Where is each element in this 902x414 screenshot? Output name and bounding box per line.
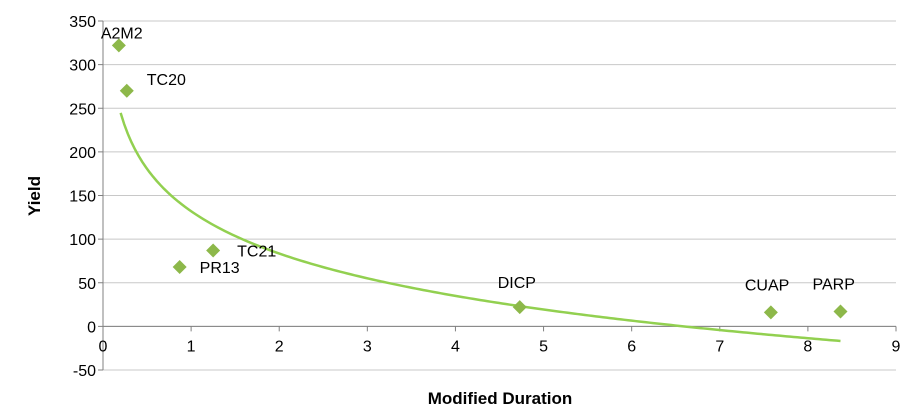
data-point-cuap xyxy=(763,305,778,320)
x-tick-label: 0 xyxy=(99,338,108,355)
point-label-cuap: CUAP xyxy=(745,277,789,294)
x-tick-label: 1 xyxy=(187,338,196,355)
data-point-tc20 xyxy=(119,83,134,98)
x-axis-title: Modified Duration xyxy=(428,389,572,408)
y-tick-label: 200 xyxy=(69,145,96,162)
x-tick-label: 6 xyxy=(627,338,636,355)
y-tick-label: -50 xyxy=(73,363,96,380)
trendline xyxy=(119,112,841,343)
y-tick-label: 300 xyxy=(69,58,96,75)
point-label-pr13: PR13 xyxy=(200,260,240,277)
data-point-dicp xyxy=(512,300,527,315)
x-tick-label: 5 xyxy=(539,338,548,355)
x-tick-label: 9 xyxy=(892,338,901,355)
data-points xyxy=(111,38,848,320)
data-point-a2m2 xyxy=(111,38,126,53)
trendline-layer xyxy=(119,112,841,343)
y-tick-label: 250 xyxy=(69,101,96,118)
x-tick-label: 2 xyxy=(275,338,284,355)
y-tick-label: 350 xyxy=(69,14,96,31)
y-tick-label: 0 xyxy=(87,319,96,336)
y-tick-label: 150 xyxy=(69,189,96,206)
x-tick-label: 3 xyxy=(363,338,372,355)
x-tick-label: 4 xyxy=(451,338,460,355)
point-label-tc20: TC20 xyxy=(147,72,186,89)
data-point-pr13 xyxy=(172,260,187,275)
point-label-a2m2: A2M2 xyxy=(101,25,143,42)
point-label-tc21: TC21 xyxy=(237,243,276,260)
y-tick-label: 100 xyxy=(69,232,96,249)
point-label-parp: PARP xyxy=(812,277,854,294)
y-axis-title: Yield xyxy=(25,176,44,216)
point-label-dicp: DICP xyxy=(498,275,536,292)
gridlines xyxy=(103,20,896,371)
data-point-tc21 xyxy=(206,243,221,258)
y-tick-label: 50 xyxy=(78,276,96,293)
x-tick-label: 8 xyxy=(803,338,812,355)
x-tick-label: 7 xyxy=(715,338,724,355)
data-point-parp xyxy=(833,304,848,319)
